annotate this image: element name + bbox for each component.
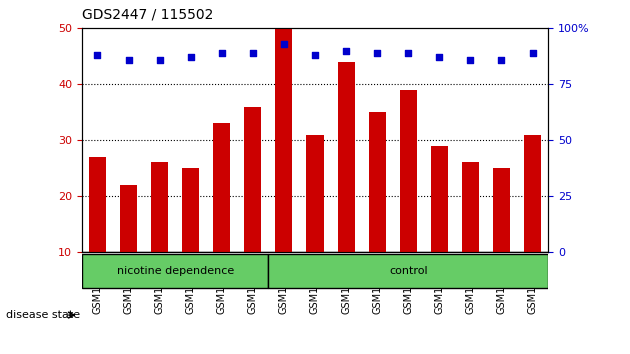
Bar (244, 107, 261, 252)
Point (434, 55, 444, 60)
Bar (369, 112, 386, 252)
Bar (338, 62, 355, 252)
FancyBboxPatch shape (268, 254, 548, 289)
Point (341, 48, 351, 53)
Bar (89, 157, 106, 252)
Bar (431, 146, 448, 252)
Point (527, 50, 537, 56)
Bar (151, 162, 168, 252)
FancyBboxPatch shape (82, 254, 268, 289)
Bar (120, 185, 137, 252)
Point (310, 52, 320, 58)
Point (403, 50, 413, 56)
Bar (306, 135, 324, 252)
Text: nicotine dependence: nicotine dependence (117, 266, 234, 276)
Point (372, 50, 382, 56)
Point (279, 41, 289, 47)
Bar (493, 168, 510, 252)
Bar (213, 123, 231, 252)
Point (186, 55, 196, 60)
Point (217, 50, 227, 56)
Point (93, 52, 103, 58)
Text: disease state: disease state (6, 310, 81, 320)
Point (248, 50, 258, 56)
Point (123, 57, 134, 62)
Point (466, 57, 476, 62)
Bar (399, 90, 417, 252)
Bar (524, 135, 541, 252)
Point (496, 57, 507, 62)
Bar (462, 162, 479, 252)
Bar (275, 12, 292, 252)
Text: control: control (389, 266, 428, 276)
Text: GDS2447 / 115502: GDS2447 / 115502 (82, 7, 214, 21)
Point (154, 57, 164, 62)
Bar (182, 168, 199, 252)
